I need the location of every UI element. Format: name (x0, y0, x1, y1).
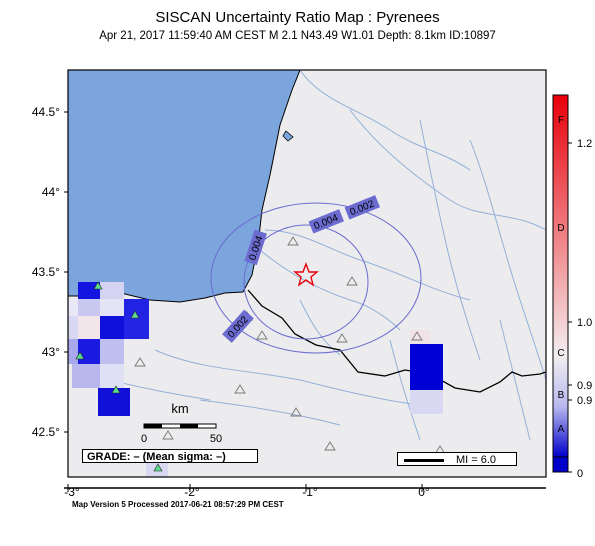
colorbar: F D C B A 1.2 1.0 0.9 0.9 0 (552, 94, 592, 480)
colorbar-value: 0 (577, 468, 583, 480)
colorbar-value: 0.9 (577, 380, 592, 392)
lat-tick-label: 44° (42, 185, 60, 199)
mi-legend: MI = 6.0 (397, 452, 517, 466)
mi-label: MI = 6.0 (456, 454, 497, 466)
grade-letter: D (557, 223, 564, 234)
lat-tick-marks (64, 111, 546, 492)
scale-unit: km (171, 401, 188, 416)
lat-tick-label: 42.5° (32, 425, 60, 439)
grade-letter: B (558, 390, 565, 401)
lon-tick-labels: -3° -2° -1° 0° (64, 485, 430, 499)
lat-tick-label: 44.5° (32, 105, 60, 119)
scale-label-start: 0 (141, 433, 147, 445)
lon-tick-label: -1° (302, 485, 318, 499)
colorbar-value: 1.2 (577, 138, 592, 150)
river-network (109, 70, 546, 441)
map-body (68, 70, 546, 477)
lat-tick-labels: 44.5° 44° 43.5° 43° 42.5° (32, 105, 60, 439)
border-line (247, 289, 546, 393)
scale-bar: km 0 50 (141, 401, 222, 445)
grade-letter: C (557, 348, 564, 359)
mi-line-sample (404, 459, 444, 462)
colorbar-value: 1.0 (577, 317, 592, 329)
event-subtitle: Apr 21, 2017 11:59:40 AM CEST M 2.1 N43.… (99, 30, 496, 42)
lon-tick-label: -2° (184, 485, 200, 499)
uncertainty-contours (210, 202, 422, 354)
station-markers (75, 236, 446, 472)
estuary-shape (282, 130, 294, 142)
lon-tick-label: 0° (418, 485, 430, 499)
grade-letter: A (558, 424, 565, 435)
map-frame (67, 69, 547, 478)
lat-tick-label: 43° (42, 345, 60, 359)
grade-text: GRADE: – (Mean sigma: –) (87, 451, 226, 463)
lon-tick-label: -3° (64, 485, 80, 499)
lat-tick-label: 43.5° (32, 265, 60, 279)
colorbar-value: 0.9 (577, 395, 592, 407)
grade-legend: GRADE: – (Mean sigma: –) (82, 449, 258, 463)
epicenter-star (293, 262, 319, 287)
map-version-footer: Map Version 5 Processed 2017-06-21 08:57… (72, 500, 284, 509)
map-title: SISCAN Uncertainty Ratio Map : Pyrenees (155, 9, 440, 26)
grade-letter: F (558, 115, 564, 126)
scale-label-end: 50 (210, 433, 222, 445)
contour-labels: 0.002 0.004 0.004 0.002 (222, 195, 381, 343)
